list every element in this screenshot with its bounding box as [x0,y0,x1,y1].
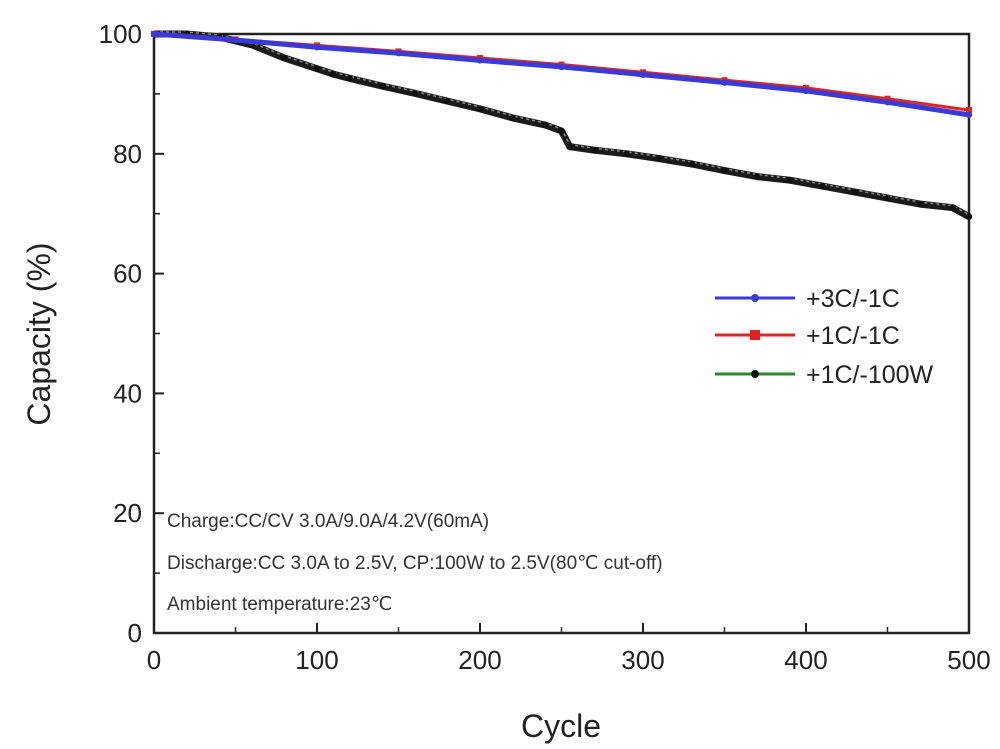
note-ambient: Ambient temperature:23℃ [167,594,392,615]
data-point [819,182,826,190]
axis-tick-labels: 0 100 200 300 400 500 0 20 40 60 80 100 [99,19,991,675]
data-point [476,57,484,64]
data-point [965,213,973,220]
data-point [313,65,321,72]
test-conditions-note: Charge:CC/CV 3.0A/9.0A/4.2V(60mA) Discha… [167,511,663,615]
data-point [623,150,630,157]
data-point [802,87,810,95]
data-point [395,49,402,57]
data-point [965,111,973,119]
legend-marker-1c-1c [750,330,760,340]
y-tick-label: 60 [113,259,142,289]
legend-label-3c-1c: +3C/-1C [806,285,900,313]
data-point [476,105,484,113]
series-line-+3C/-1C [153,31,970,118]
data-point [411,90,418,97]
y-tick-label: 80 [113,139,142,169]
data-point [753,173,761,180]
series-+3C/-1C [150,30,973,119]
data-point [884,95,891,102]
data-point [884,99,891,106]
data-point [688,160,696,168]
data-point [590,147,598,154]
legend: +3C/-1C +1C/-1C +1C/-100W [715,285,934,389]
legend-label-1c-100w: +1C/-100W [806,361,934,389]
x-tick-label: 300 [621,645,664,675]
data-point [558,63,565,71]
y-tick-label: 40 [113,378,142,408]
data-point [281,54,288,62]
y-axis-label: Capacity (%) [21,242,57,425]
data-point [444,97,451,105]
series-layer [150,30,973,220]
y-tick-label: 100 [99,19,142,49]
x-tick-label: 200 [458,645,501,675]
data-point [379,82,386,90]
data-point [966,107,972,114]
data-point [313,43,321,51]
data-point [786,176,793,184]
legend-marker-3c-1c [751,294,759,302]
data-point [150,30,158,38]
x-tick-label: 0 [147,645,161,675]
data-point [346,75,353,82]
x-tick-label: 500 [947,645,990,675]
note-discharge: Discharge:CC 3.0A to 2.5V, CP:100W to 2.… [167,553,663,574]
data-point [558,127,565,135]
data-point [542,121,549,129]
data-point [916,200,924,208]
x-tick-label: 100 [295,645,338,675]
series-+1C/-100W [150,30,973,220]
y-tick-label: 20 [113,498,142,528]
legend-marker-1c-100w [751,370,759,378]
series-line-+1C/-100W [154,30,971,220]
data-point [330,70,337,78]
data-point [639,71,647,78]
y-tick-label: 0 [128,618,142,648]
data-point [566,143,573,150]
x-axis-label: Cycle [521,708,601,744]
data-point [656,155,663,162]
data-point [949,204,956,211]
x-tick-label: 400 [784,645,827,675]
data-point [884,194,891,202]
note-charge: Charge:CC/CV 3.0A/9.0A/4.2V(60mA) [167,511,489,532]
data-point [232,36,239,44]
data-point [721,79,728,86]
data-point [509,114,516,122]
legend-label-1c-1c: +1C/-1C [806,322,900,350]
data-point [721,167,728,174]
data-point [851,188,859,196]
